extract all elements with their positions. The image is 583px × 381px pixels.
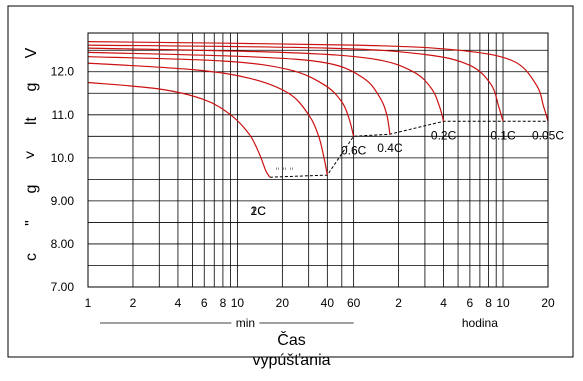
x-tick-label: 10	[231, 296, 245, 310]
y-axis-title-char: V	[23, 47, 40, 59]
curve-0_2C	[87, 47, 445, 122]
x-tick-label: 60	[347, 296, 361, 310]
curve-0_05C	[87, 41, 549, 122]
x-tick-label: 4	[440, 296, 447, 310]
x-tick-label: 6	[467, 296, 474, 310]
curve-0_6C	[87, 56, 355, 137]
hours-unit-label: hodina	[462, 316, 498, 330]
y-tick-label: 7.00	[51, 280, 75, 294]
x-tick-label: 10	[496, 296, 510, 310]
x-axis-title-line2: vypúšťania	[252, 352, 331, 369]
dotted-marker: " " "	[276, 166, 294, 178]
grid	[87, 33, 549, 287]
y-axis-title-char: g	[23, 82, 40, 92]
y-tick-label: 10.0	[51, 151, 75, 165]
series-label-0_2C: 0.2C	[431, 128, 457, 142]
series-label-1C: 1C	[251, 204, 267, 218]
x-tick-label: 2	[130, 296, 137, 310]
curve-1C	[87, 62, 328, 176]
series-label-0_1C: 0.1C	[490, 128, 516, 142]
x-tick-label: 40	[321, 296, 335, 310]
y-axis-title-char: c	[23, 253, 40, 261]
y-axis-title-char: ˅	[23, 150, 40, 160]
y-tick-label: 12.0	[51, 65, 75, 79]
x-tick-label: 8	[220, 296, 227, 310]
y-axis-title-char: "	[23, 220, 40, 226]
y-tick-label: 8.00	[51, 237, 75, 251]
curve-0_4C	[87, 51, 391, 135]
plot-frame	[87, 32, 549, 288]
x-tick-label: 20	[541, 296, 555, 310]
curve-0_1C	[87, 44, 504, 122]
x-tick-label: 4	[175, 296, 182, 310]
x-tick-label: 2	[395, 296, 402, 310]
x-tick-label: 8	[485, 296, 492, 310]
minutes-unit-label: min	[236, 316, 255, 330]
curve-2C	[87, 81, 271, 178]
x-tick-label: 1	[85, 296, 92, 310]
y-axis-title-char: g	[23, 184, 40, 194]
series-label-0_6C: 0.6C	[341, 143, 367, 157]
series-label-2C: 2C	[251, 204, 267, 218]
x-axis-title-line1: Čas	[277, 332, 306, 349]
x-tick-label: 6	[201, 296, 208, 310]
x-tick-label: 20	[276, 296, 290, 310]
outer-frame	[7, 5, 574, 358]
curves-group	[87, 41, 549, 178]
y-tick-label: 9.00	[51, 194, 75, 208]
y-axis-title-char: lt	[23, 117, 40, 125]
series-label-0_4C: 0.4C	[377, 141, 403, 155]
y-tick-label: 11.0	[52, 108, 75, 122]
